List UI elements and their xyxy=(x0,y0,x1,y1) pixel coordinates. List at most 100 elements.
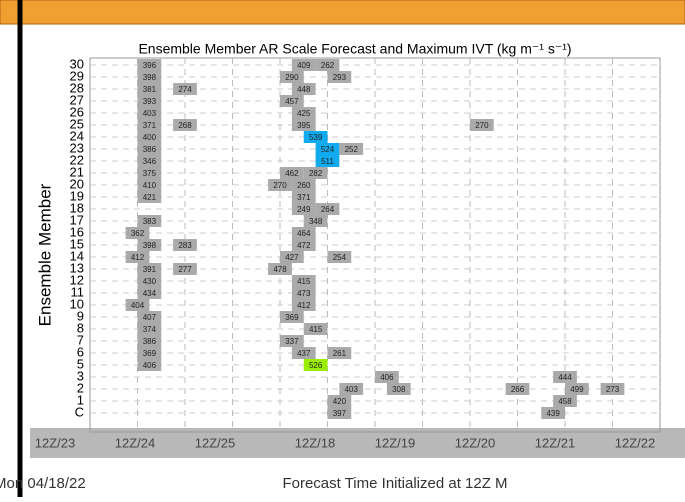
cell xyxy=(137,71,162,83)
cell xyxy=(303,131,328,143)
y-tick-label: 29 xyxy=(70,68,84,83)
cell xyxy=(291,59,316,71)
cell-label: 430 xyxy=(143,277,157,286)
y-tick-label: 18 xyxy=(70,200,84,215)
cell xyxy=(173,263,197,275)
cell xyxy=(280,311,304,323)
cell-label: 386 xyxy=(143,337,157,346)
y-tick-label: 28 xyxy=(70,80,84,95)
cell xyxy=(339,143,364,155)
cell xyxy=(541,407,565,419)
cell-label: 274 xyxy=(178,85,192,94)
cell xyxy=(268,263,292,275)
cell xyxy=(327,407,352,419)
cell-label: 348 xyxy=(309,217,323,226)
cell xyxy=(137,263,162,275)
cell-label: 397 xyxy=(333,409,347,418)
cell xyxy=(291,227,316,239)
cell-label: 539 xyxy=(309,133,323,142)
cell xyxy=(291,239,316,251)
cell xyxy=(280,95,304,107)
y-tick-label: 22 xyxy=(70,152,84,167)
cell-label: 526 xyxy=(309,361,323,370)
y-tick-label: 16 xyxy=(70,224,84,239)
cell xyxy=(505,383,530,395)
cell xyxy=(137,167,162,179)
cell xyxy=(280,335,304,347)
cell-label: 457 xyxy=(285,97,299,106)
y-tick-label: 6 xyxy=(77,344,84,359)
cell-label: 458 xyxy=(558,397,572,406)
cell xyxy=(470,119,494,131)
cell xyxy=(137,215,162,227)
cell-label: 439 xyxy=(546,409,560,418)
cell xyxy=(137,95,162,107)
cell-label: 374 xyxy=(143,325,157,334)
cell-label: 308 xyxy=(392,385,406,394)
cell-label: 375 xyxy=(143,169,157,178)
cell-label: 403 xyxy=(143,109,157,118)
cell-label: 421 xyxy=(143,193,157,202)
cell xyxy=(565,383,589,395)
y-tick-label: 1 xyxy=(77,392,84,407)
cell xyxy=(291,119,316,131)
cell-label: 406 xyxy=(143,361,157,370)
x-tick-label: 12Z/21 xyxy=(535,435,575,450)
y-tick-label: 5 xyxy=(77,356,84,371)
cell-label: 499 xyxy=(570,385,584,394)
cell-label: 264 xyxy=(321,205,335,214)
cell xyxy=(137,335,162,347)
cell xyxy=(327,347,352,359)
cell xyxy=(327,71,352,83)
cell xyxy=(291,275,316,287)
cell xyxy=(303,167,328,179)
cell xyxy=(303,359,328,371)
cell-label: 462 xyxy=(285,169,299,178)
cell-label: 293 xyxy=(333,73,347,82)
cell xyxy=(137,119,162,131)
cell xyxy=(291,179,316,191)
cell-label: 403 xyxy=(345,385,359,394)
cell xyxy=(386,383,411,395)
cell xyxy=(375,371,399,383)
cell xyxy=(291,83,316,95)
y-tick-label: 2 xyxy=(77,380,84,395)
cell-label: 400 xyxy=(143,133,157,142)
x-tick-label: 12Z/22 xyxy=(615,435,655,450)
cell xyxy=(173,239,197,251)
cell-label: 386 xyxy=(143,145,157,154)
date-label: Mon 04/18/22 xyxy=(0,475,86,492)
cell-label: 273 xyxy=(606,385,620,394)
cell-label: 412 xyxy=(131,253,145,262)
cell xyxy=(125,251,150,263)
banner xyxy=(0,0,685,25)
cell-label: 381 xyxy=(143,85,157,94)
cell-label: 427 xyxy=(285,253,299,262)
y-tick-label: 11 xyxy=(71,284,85,299)
cell-label: 283 xyxy=(178,241,192,250)
cell-label: 262 xyxy=(321,61,335,70)
cell-label: 337 xyxy=(285,337,299,346)
cell xyxy=(137,311,162,323)
cell xyxy=(173,83,197,95)
x-tick-label: 12Z/23 xyxy=(35,435,75,450)
y-tick-label: 10 xyxy=(70,296,84,311)
y-tick-label: 14 xyxy=(70,248,84,263)
cell xyxy=(125,299,150,311)
cell-label: 270 xyxy=(475,121,489,130)
cell xyxy=(137,239,162,251)
cell-label: 362 xyxy=(131,229,145,238)
cell xyxy=(268,179,292,191)
cell-label: 371 xyxy=(297,193,311,202)
cell-label: 268 xyxy=(178,121,192,130)
cell-label: 383 xyxy=(143,217,157,226)
y-tick-label: 20 xyxy=(70,176,84,191)
chart-title: Ensemble Member AR Scale Forecast and Ma… xyxy=(138,41,571,57)
cell xyxy=(553,395,577,407)
cell xyxy=(291,347,316,359)
cell xyxy=(125,227,150,239)
cell-label: 415 xyxy=(309,325,323,334)
cell-label: 282 xyxy=(309,169,323,178)
cell xyxy=(137,287,162,299)
cell xyxy=(291,107,316,119)
